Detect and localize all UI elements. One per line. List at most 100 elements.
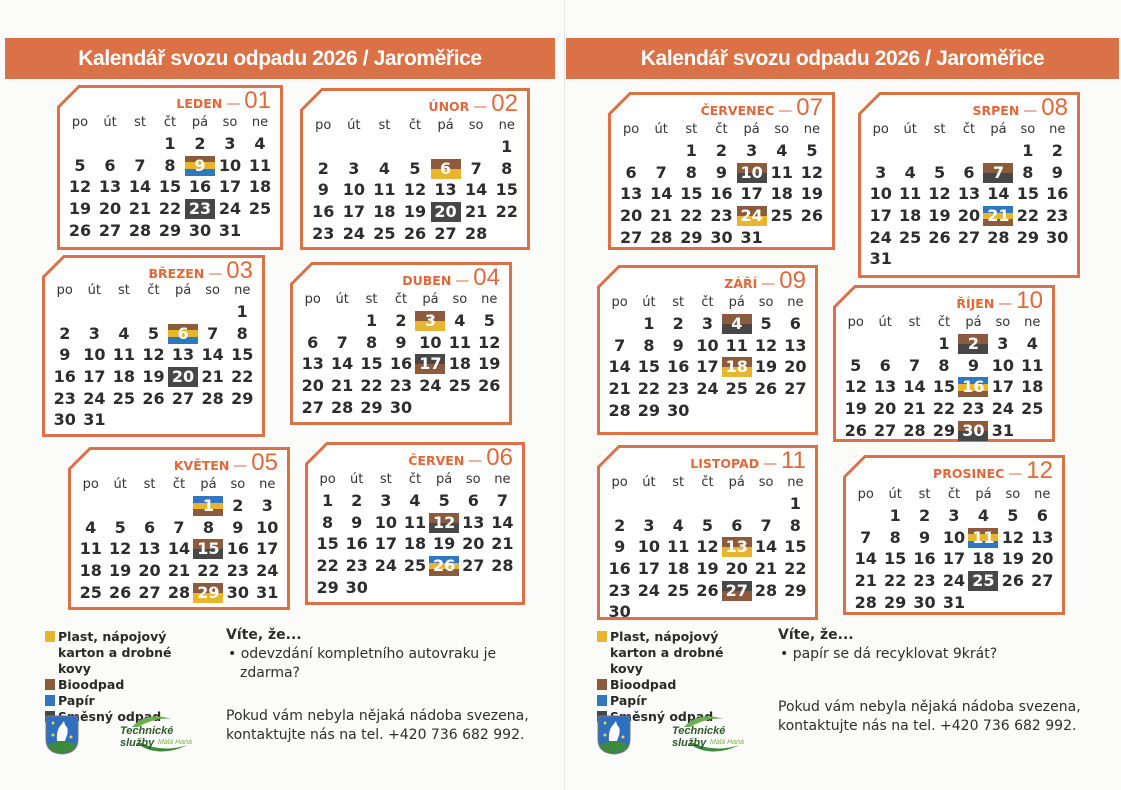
- day-number: 12: [1001, 527, 1024, 547]
- brown-stripe: [429, 512, 460, 523]
- legend-label: Plast, nápojový karton a drobné kovy: [58, 629, 172, 676]
- day-cell: 23: [308, 223, 339, 245]
- month-number: 12: [1026, 457, 1053, 484]
- day-number: 1: [938, 334, 950, 353]
- month-frame: [68, 447, 290, 610]
- day-number: 2: [614, 515, 626, 535]
- legend-label: Papír: [610, 693, 647, 708]
- brown-stripe: [736, 206, 767, 217]
- day-number: 20: [874, 399, 897, 419]
- day-cell: 4: [969, 505, 998, 527]
- weekday-label: út: [113, 477, 127, 492]
- day-number: 23: [913, 571, 936, 591]
- day-cell: 27: [168, 388, 198, 410]
- day-cell: 31: [215, 220, 245, 242]
- legend-item-bio: Bioodpad: [45, 677, 198, 693]
- fact: • papír se dá recyklovat 9krát?: [778, 645, 1088, 664]
- gray-stripe: [193, 549, 224, 560]
- day-number: 18: [248, 177, 272, 197]
- day-cell: 29: [634, 400, 663, 422]
- day-cell: 27: [781, 378, 810, 400]
- brown-stripe: [721, 357, 752, 368]
- day-cell: 4: [895, 162, 924, 184]
- empty-cell: [693, 493, 722, 515]
- day-number: 23: [389, 376, 413, 396]
- day-number: 6: [879, 355, 891, 375]
- collection-marker: [721, 357, 752, 378]
- day-number: 29: [1016, 227, 1039, 247]
- day-number: 17: [419, 354, 442, 374]
- contact-text: Pokud vám nebyla nějaká nádoba svezena, …: [778, 699, 1081, 734]
- day-number: 22: [231, 367, 254, 387]
- brown-stripe: [415, 311, 446, 321]
- day-cell: 25: [445, 375, 474, 397]
- day-number: 14: [128, 177, 152, 197]
- collection-marker: [983, 162, 1014, 183]
- day-number: 2: [317, 158, 329, 178]
- day-number: 16: [345, 534, 368, 554]
- day-number: 22: [932, 399, 956, 419]
- day-number: 23: [345, 556, 368, 576]
- collection-day-cell: 3: [415, 310, 446, 332]
- day-cell: 19: [65, 198, 95, 220]
- legend: Plast, nápojový karton a drobné kovy Bio…: [45, 629, 198, 725]
- day-number: 9: [1051, 162, 1063, 182]
- weekday-label: pá: [975, 487, 992, 502]
- collection-marker: [185, 199, 215, 220]
- day-number: 26: [142, 388, 165, 408]
- day-cell: 1: [880, 505, 909, 527]
- day-cell: 25: [1018, 398, 1047, 420]
- day-cell: 10: [693, 335, 722, 357]
- yellow-stripe: [193, 592, 224, 603]
- day-cell: 26: [139, 388, 169, 410]
- empty-cell: [105, 495, 134, 517]
- day-cell: 16: [223, 538, 252, 560]
- day-number: 26: [754, 379, 778, 399]
- day-number: 3: [88, 323, 100, 343]
- empty-cell: [298, 310, 327, 332]
- day-cell: 21: [751, 558, 780, 580]
- day-cell: 20: [870, 398, 899, 420]
- day-cell: 2: [706, 140, 736, 162]
- day-cell: 29: [313, 577, 342, 599]
- day-cell: 1: [313, 490, 342, 512]
- day-cell: 20: [954, 205, 983, 227]
- day-number: 8: [501, 158, 513, 178]
- day-number: 22: [884, 571, 907, 591]
- weekday-label: út: [888, 487, 902, 502]
- day-cell: 25: [664, 580, 693, 602]
- info-title: Víte, že...: [226, 627, 302, 643]
- day-number: 31: [83, 410, 106, 430]
- day-number: 5: [850, 355, 862, 375]
- bullet: •: [780, 646, 789, 662]
- logo-subtext: Malá Haná: [158, 739, 192, 746]
- day-cell: 12: [797, 162, 827, 184]
- day-number: 8: [889, 527, 901, 547]
- day-number: 15: [884, 549, 907, 569]
- day-number: 29: [637, 400, 661, 420]
- weekday-label: pá: [728, 295, 745, 310]
- collection-day-cell: 6: [430, 158, 461, 180]
- brown-stripe: [983, 162, 1014, 173]
- day-cell: 9: [959, 355, 988, 377]
- day-cell: 12: [65, 176, 95, 198]
- empty-cell: [751, 493, 780, 515]
- collection-day-cell: 2: [958, 333, 989, 355]
- weekday-label: so: [230, 477, 246, 492]
- day-number: 18: [972, 549, 995, 569]
- month-calendar-12: PROSINEC —12 po út st čt pá so ne 1 2 3 4 5 6 7 8 9 10 11 12…: [843, 455, 1065, 615]
- day-cell: 28: [488, 555, 517, 577]
- collection-day-cell: 10: [736, 162, 767, 184]
- day-cell: 16: [605, 558, 634, 580]
- day-cell: 22: [155, 198, 185, 220]
- month-name: BŘEZEN: [148, 266, 205, 281]
- brown-stripe: [958, 390, 989, 398]
- yellow-stripe: [193, 502, 224, 510]
- day-number: 18: [1021, 377, 1044, 397]
- day-cell: 21: [900, 398, 929, 420]
- day-number: 27: [171, 388, 195, 408]
- day-number: 23: [962, 399, 985, 419]
- day-number: 21: [331, 376, 354, 396]
- month-header: SRPEN —08: [973, 96, 1069, 120]
- day-grid: po út st čt pá so ne 1 2 3 4 5 6 7 8 9 10 11 12 13 14 15 16 17 1…: [841, 313, 1047, 441]
